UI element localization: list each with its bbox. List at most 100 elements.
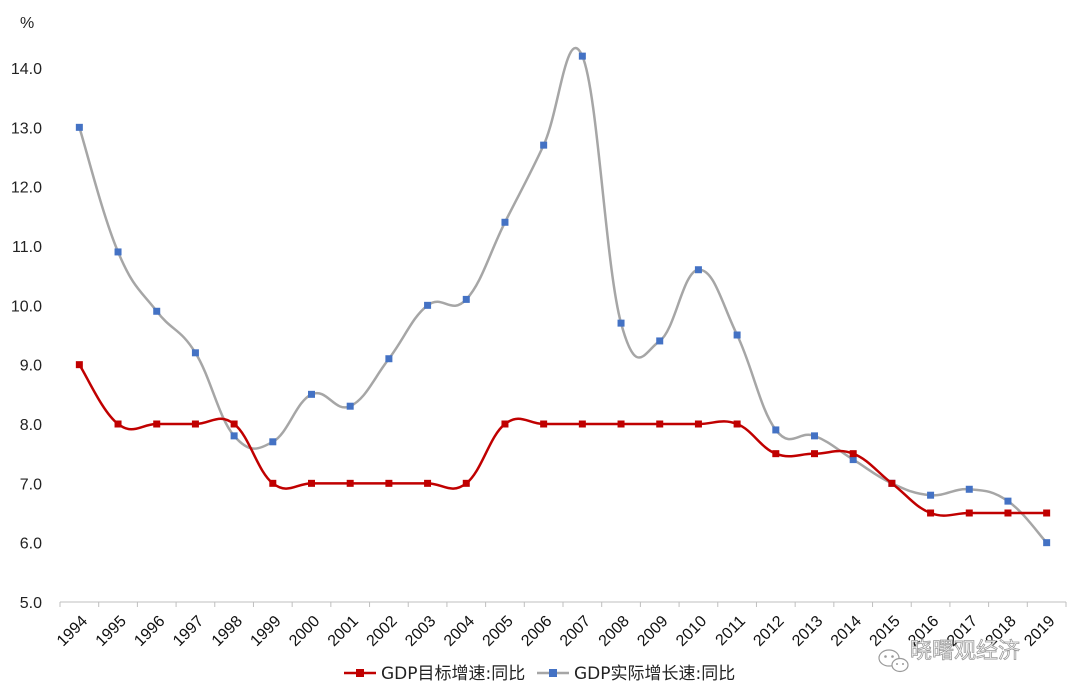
data-point-target [849,450,857,458]
y-tick-label: 12.0 [11,180,42,197]
data-point-target [694,420,702,428]
x-tick-label: 2019 [1021,613,1058,650]
data-point-target [927,509,935,517]
data-point-target [656,420,664,428]
x-tick-label: 2012 [750,613,787,650]
data-point-actual [424,301,432,309]
data-point-target [269,479,277,487]
data-point-target [1043,509,1051,517]
wechat-icon [878,649,909,673]
y-tick-label: 8.0 [20,417,42,434]
data-point-actual [772,426,780,434]
data-point-target [191,420,199,428]
x-tick-label: 2010 [673,613,710,650]
series-line-target [78,363,1047,517]
data-point-actual [694,266,702,274]
y-tick-label: 5.0 [20,595,42,612]
data-point-target [501,420,509,428]
data-point-actual [1004,497,1012,505]
data-point-actual [153,307,161,315]
data-point-target [230,420,238,428]
watermark: 晓曙观经济 [878,639,1020,673]
data-point-actual [191,349,199,357]
data-point-target [1004,509,1012,517]
data-point-actual [230,432,238,440]
x-tick-label: 2007 [557,613,594,650]
data-point-target [733,420,741,428]
data-point-target [965,509,973,517]
data-point-target [424,479,432,487]
data-point-actual [617,319,625,327]
data-point-actual [733,331,741,339]
series-line-actual [78,46,1048,544]
data-point-actual [501,218,509,226]
y-tick-label: 10.0 [11,298,42,315]
data-point-target [346,479,354,487]
legend-marker-actual [549,669,557,677]
data-point-target [308,479,315,487]
data-point-target [617,420,625,428]
data-point-actual [1043,539,1051,547]
x-tick-label: 2013 [789,613,826,650]
y-tick-label: 11.0 [12,239,42,256]
data-point-actual [346,402,354,410]
x-tick-label: 2003 [402,613,439,650]
x-tick-label: 1998 [209,613,246,650]
y-axis-tick-labels: 5.0 6.0 7.0 8.0 9.0 10.0 11.0 12.0 13.0 14.0 [11,61,42,612]
data-point-actual [656,337,664,345]
data-point-actual [540,141,548,149]
x-tick-label: 2002 [364,613,401,650]
x-tick-label: 2015 [867,613,904,650]
x-tick-label: 2001 [325,613,362,650]
y-tick-label: 9.0 [20,358,42,375]
data-point-target [385,479,393,487]
x-tick-label: 2005 [480,613,517,650]
data-point-actual [849,456,857,464]
x-tick-label: 1996 [131,613,168,650]
data-point-actual [927,491,935,499]
data-point-target [114,420,122,428]
x-tick-label: 2004 [441,613,478,650]
data-point-target [540,420,548,428]
legend-item-actual: GDP实际增长速:同比 [537,664,735,684]
y-tick-label: 6.0 [20,536,42,553]
y-tick-label: 14.0 [11,61,42,78]
data-point-target [888,479,896,487]
data-point-actual [75,123,83,131]
x-tick-label: 1995 [93,613,130,650]
legend: GDP目标增速:同比 GDP实际增长速:同比 [344,664,735,684]
x-tick-label: 1999 [247,613,284,650]
series-layer [75,46,1051,547]
x-axis-tick-marks [59,602,1067,607]
x-tick-label: 1997 [170,613,207,650]
data-point-actual [811,432,818,440]
y-tick-label: 13.0 [11,120,42,137]
x-tick-label: 2011 [713,613,749,649]
data-point-target [578,420,586,428]
series-actual [75,46,1051,547]
data-point-target [462,479,470,487]
x-tick-label: 1994 [54,613,91,650]
x-tick-label: 2006 [518,613,555,650]
data-point-actual [385,355,393,363]
legend-marker-target [356,669,364,677]
y-tick-label: 7.0 [20,476,42,493]
data-point-actual [578,52,586,60]
legend-label-target: GDP目标增速:同比 [381,664,525,684]
x-axis-tick-labels: 1994 1995 1996 1997 1998 1999 2000 2001 2002 2003… [54,613,1059,650]
x-tick-label: 2000 [286,613,323,650]
data-point-actual [308,390,315,398]
data-point-target [772,450,780,458]
data-point-target [153,420,161,428]
x-tick-label: 2008 [596,613,633,650]
data-point-target [75,361,83,369]
x-tick-label: 2014 [828,613,865,650]
y-axis-unit-label: % [20,15,34,32]
data-point-actual [114,248,122,256]
legend-item-target: GDP目标增速:同比 [344,664,525,684]
data-point-target [811,450,818,458]
watermark-text: 晓曙观经济 [910,639,1020,664]
series-target [75,361,1051,517]
data-point-actual [462,295,470,303]
